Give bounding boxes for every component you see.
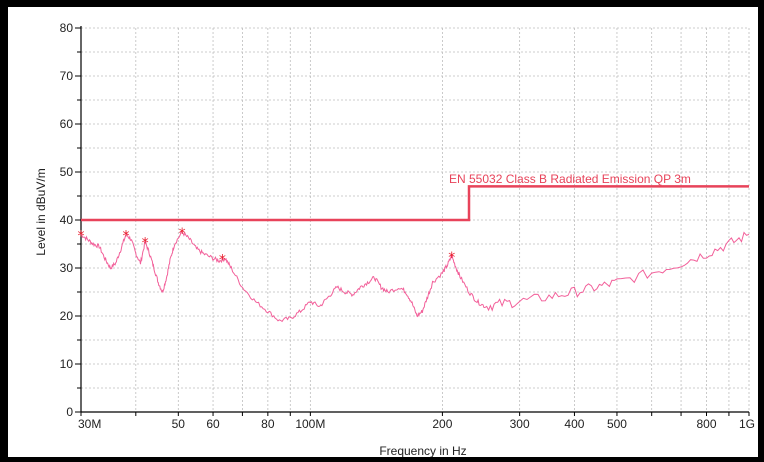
y-tick-label: 30: [60, 261, 74, 275]
limit-line: [81, 185, 749, 222]
x-tick-label: 50: [172, 417, 186, 431]
x-tick-label: 500: [607, 417, 627, 431]
x-tick-label: 100M: [295, 417, 325, 431]
x-tick-label: 200: [432, 417, 452, 431]
x-tick-label: 1G: [739, 417, 755, 431]
emission-chart: 0 10 20 30 40 50 60 70 80 30M 50 60 80 100M 200 300 400 5…: [34, 21, 755, 457]
ticks: 0 10 20 30 40 50 60 70 80 30M 50 60 80 100M 200 300 400 5…: [60, 21, 755, 431]
peak-marker: *: [219, 252, 226, 268]
y-tick-label: 60: [60, 117, 74, 131]
peak-marker: *: [142, 236, 149, 252]
x-tick-label: 80: [261, 417, 275, 431]
series-layer: [80, 231, 750, 323]
peak-marker: *: [123, 228, 130, 244]
y-axis-label: Level in dBuV/m: [34, 168, 48, 255]
limit-line-label: EN 55032 Class B Radiated Emission QP 3m: [449, 172, 691, 186]
x-tick-label: 300: [510, 417, 530, 431]
y-tick-label: 70: [60, 69, 74, 83]
y-tick-label: 10: [60, 357, 74, 371]
x-tick-label: 30M: [78, 417, 101, 431]
x-tick-label: 60: [206, 417, 220, 431]
y-tick-label: 0: [66, 405, 73, 419]
y-tick-label: 20: [60, 309, 74, 323]
peak-marker: *: [179, 226, 186, 242]
peak-markers: * * * * * *: [78, 226, 456, 268]
y-tick-label: 50: [60, 165, 74, 179]
limit-layer: [81, 185, 749, 222]
x-tick-label: 400: [564, 417, 584, 431]
y-tick-label: 40: [60, 213, 74, 227]
series-line-measured: [80, 231, 750, 323]
x-tick-label: 800: [696, 417, 716, 431]
chart-panel: 0 10 20 30 40 50 60 70 80 30M 50 60 80 100M 200 300 400 5…: [8, 7, 758, 457]
y-tick-label: 80: [60, 21, 74, 35]
peak-marker: *: [448, 250, 455, 266]
x-axis-label: Frequency in Hz: [379, 444, 466, 457]
peak-marker: *: [78, 228, 85, 244]
